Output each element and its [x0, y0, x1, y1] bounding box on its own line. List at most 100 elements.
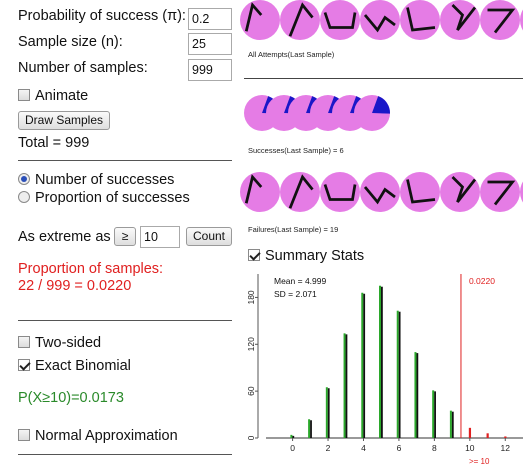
all-attempts-spinner [320, 0, 360, 40]
divider [18, 454, 232, 455]
bar-highlight [379, 285, 382, 438]
probability-label: Probability of success (π): [18, 8, 186, 24]
failures-spinner [280, 172, 320, 212]
spinner-disc [320, 172, 360, 212]
spinner-pointer [244, 174, 263, 204]
two-sided-checkbox[interactable] [18, 336, 30, 348]
spinner-disc [280, 0, 320, 40]
spinner-disc [360, 172, 400, 212]
spinner-disc [400, 172, 440, 212]
spinner-disc [320, 0, 360, 40]
successes-label: Successes(Last Sample) = 6 [248, 146, 344, 155]
spinner-disc [240, 172, 280, 212]
failures-spinner [400, 172, 440, 212]
divider [18, 160, 232, 161]
failures-spinner [520, 181, 523, 203]
bar-highlight [396, 310, 399, 438]
sample-size-label: Sample size (n): [18, 34, 123, 50]
all-attempts-spinner [440, 0, 480, 40]
control-panel: Probability of success (π): Sample size … [0, 0, 236, 464]
bar [327, 388, 330, 438]
all-attempts-spinner [280, 0, 320, 40]
bar [398, 311, 401, 438]
proportion-of-samples-value: 22 / 999 = 0.0220 [18, 278, 132, 294]
sample-size-input[interactable] [188, 33, 232, 55]
failures-spinner [240, 172, 280, 212]
all-attempts-spinners [240, 0, 523, 40]
exact-binomial-checkbox[interactable] [18, 359, 30, 371]
number-of-successes-radio[interactable] [18, 173, 30, 185]
failures-spinner [440, 172, 480, 212]
exact-binomial-result: P(X≥10)=0.0173 [18, 390, 124, 406]
animate-option[interactable]: Animate [18, 88, 88, 104]
spinner-pointer [451, 4, 477, 31]
extreme-operator-button[interactable]: ≥ [114, 227, 136, 246]
divider [18, 320, 232, 321]
spinner-pointer [363, 14, 396, 33]
summary-stats-label: Summary Stats [265, 248, 365, 264]
successes-spinner [354, 95, 390, 131]
extreme-value-input[interactable] [140, 226, 180, 248]
tail-bar [504, 436, 507, 438]
proportion-of-successes-label: Proportion of successes [35, 190, 190, 206]
spinner-pointer [323, 12, 357, 29]
y-tick-label: 180 [246, 290, 256, 304]
tail-label: >= 10 [469, 457, 490, 464]
number-of-successes-label: Number of successes [35, 172, 175, 188]
x-tick-label: 4 [361, 443, 366, 453]
proportion-of-successes-radio[interactable] [18, 191, 30, 203]
x-tick-label: 12 [501, 443, 511, 453]
count-button[interactable]: Count [186, 227, 232, 246]
bar-highlight [290, 434, 293, 438]
spinner-pointer [451, 176, 477, 203]
all-attempts-spinner [480, 0, 520, 40]
exact-binomial-label: Exact Binomial [35, 358, 131, 374]
cutoff-proportion: 0.0220 [469, 276, 495, 286]
failures-spinner [360, 172, 400, 212]
failures-spinner [480, 172, 520, 212]
summary-stats-checkbox[interactable] [248, 249, 260, 261]
spinner-pointer [288, 174, 314, 209]
bar [434, 391, 436, 438]
bar [451, 411, 454, 438]
spinner-pointer [288, 2, 314, 37]
tail-bar [486, 433, 489, 438]
normal-approximation-checkbox[interactable] [18, 429, 30, 441]
spinner-disc [240, 0, 280, 40]
normal-approximation-option[interactable]: Normal Approximation [18, 428, 178, 444]
bar-highlight [414, 352, 417, 438]
bar-highlight [449, 410, 452, 438]
spinner-pointer [244, 2, 263, 32]
spinner-disc [480, 0, 520, 40]
spinner-pointer [363, 186, 396, 205]
failures-label: Failures(Last Sample) = 19 [248, 225, 339, 234]
draw-samples-button[interactable]: Draw Samples [18, 111, 110, 130]
proportion-of-successes-option[interactable]: Proportion of successes [18, 190, 190, 206]
normal-approximation-label: Normal Approximation [35, 428, 178, 444]
bar [310, 420, 312, 438]
x-tick-label: 10 [465, 443, 475, 453]
two-sided-option[interactable]: Two-sided [18, 335, 101, 351]
summary-stats-option[interactable]: Summary Stats [248, 248, 364, 264]
exact-binomial-option[interactable]: Exact Binomial [18, 358, 131, 374]
y-tick-label: 120 [246, 337, 256, 351]
animate-label: Animate [35, 88, 89, 104]
bar [292, 435, 295, 438]
bar [381, 286, 383, 438]
all-attempts-label: All Attempts(Last Sample) [248, 50, 335, 59]
number-of-successes-option[interactable]: Number of successes [18, 172, 174, 188]
spinner-disc [360, 0, 400, 40]
all-attempts-spinner [520, 9, 523, 31]
successes-spinners [244, 95, 390, 131]
bar-highlight [343, 333, 346, 438]
simulation-panel: All Attempts(Last Sample) Successes(Last… [236, 0, 523, 464]
number-of-samples-input[interactable] [188, 59, 232, 81]
all-attempts-spinner [400, 0, 440, 40]
spinner-pointer [406, 7, 436, 32]
bar-highlight [308, 419, 311, 438]
successes-histogram: 0 60 120 180 0 2 4 6 8 10 12 0.0220 >= 10 Mean = 4.99… [246, 274, 523, 464]
probability-input[interactable] [188, 8, 232, 30]
x-tick-label: 6 [397, 443, 402, 453]
animate-checkbox[interactable] [18, 89, 30, 101]
tail-bar [468, 427, 472, 438]
